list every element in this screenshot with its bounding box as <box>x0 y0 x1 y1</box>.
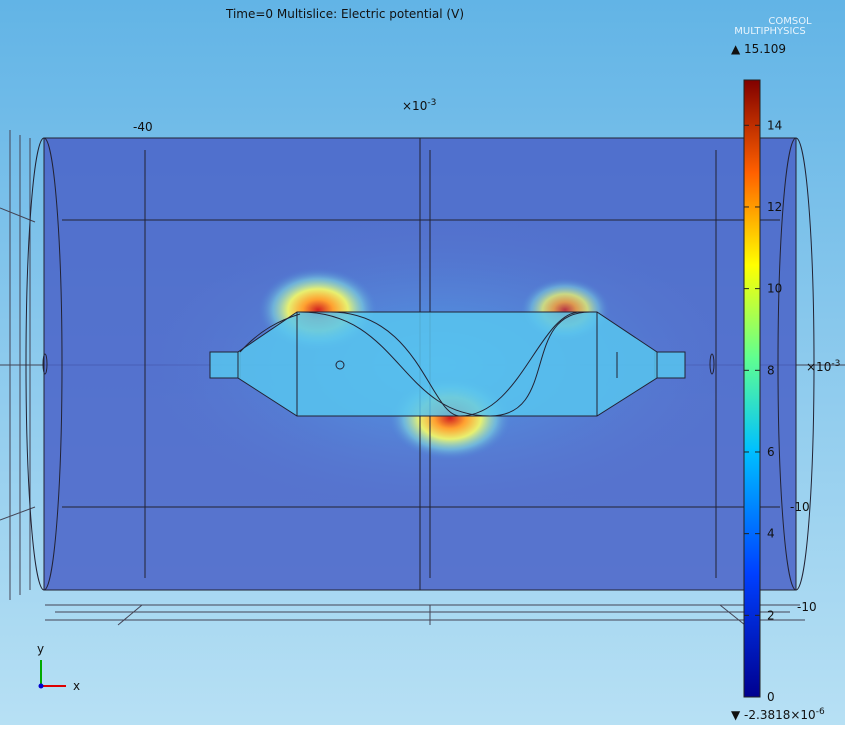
scale-base: ×10 <box>806 360 831 374</box>
header-title: Time=0 Multislice: Electric potential (V… <box>225 7 464 21</box>
colorbar-max: ▲ 15.109 <box>731 42 786 56</box>
scale-exponent: -3 <box>831 359 840 369</box>
colorbar-tick-label: 12 <box>767 200 782 214</box>
triad-label: y <box>37 642 44 656</box>
colorbar-tick-label: 8 <box>767 363 775 377</box>
axis-label: -10 <box>797 600 817 614</box>
axis-scale: ×10-3 <box>806 359 840 374</box>
device-lines <box>42 311 715 417</box>
max-value: 15.109 <box>744 42 786 56</box>
scale-exponent: -3 <box>427 98 436 108</box>
device <box>209 311 686 417</box>
colorbar-tick-label: 2 <box>767 608 775 622</box>
colorbar <box>743 79 761 698</box>
axis-label: -40 <box>133 120 153 134</box>
min-base: -2.3818×10 <box>744 708 816 722</box>
triad-label: x <box>73 679 80 693</box>
axis-scale: ×10-3 <box>402 98 436 113</box>
colorbar-tick-label: 14 <box>767 118 782 132</box>
axis-label: -10 <box>790 500 810 514</box>
colorbar-tick-label: 4 <box>767 527 775 541</box>
triad: y x <box>37 642 80 693</box>
logo: MULTIPHYSICS <box>734 26 805 37</box>
min-exponent: -6 <box>816 707 825 717</box>
colorbar-min: ▼ -2.3818×10-6 <box>731 707 825 722</box>
colorbar-tick-label: 10 <box>767 282 782 296</box>
colorbar-tick-label: 0 <box>767 690 775 704</box>
colorbar-tick-label: 6 <box>767 445 775 459</box>
logo: COMSOL <box>768 16 812 27</box>
scale-base: ×10 <box>402 99 427 113</box>
